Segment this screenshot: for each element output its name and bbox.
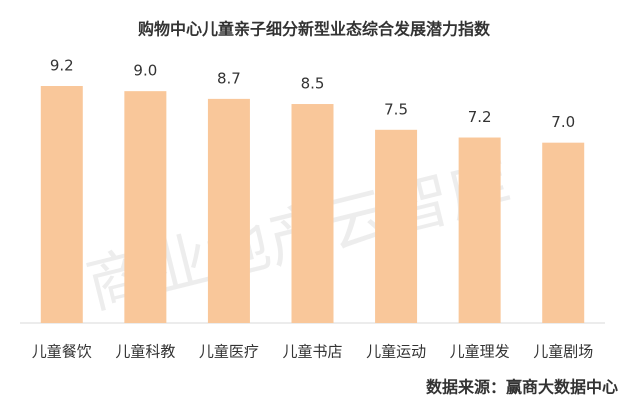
value-label: 9.0	[133, 62, 157, 80]
value-label: 7.2	[468, 108, 492, 126]
bar	[542, 142, 585, 323]
chart-title: 购物中心儿童亲子细分新型业态综合发展潜力指数	[138, 20, 491, 39]
value-label: 7.5	[384, 100, 408, 118]
x-tick-label: 儿童书店	[282, 343, 342, 361]
bar	[375, 129, 418, 323]
x-tick-label: 儿童医疗	[199, 343, 259, 361]
value-label: 7.0	[551, 113, 575, 131]
x-tick-label: 儿童剧场	[533, 343, 593, 361]
value-label: 8.5	[301, 75, 325, 93]
bar	[207, 98, 250, 323]
x-tick-label: 儿童科教	[115, 343, 175, 361]
bar	[40, 86, 83, 323]
x-tick-label: 儿童运动	[366, 343, 426, 361]
bar	[291, 104, 334, 323]
value-label: 8.7	[217, 69, 241, 87]
value-label: 9.2	[50, 57, 74, 75]
x-tick-label: 儿童餐饮	[32, 343, 92, 361]
x-tick-label: 儿童理发	[450, 343, 510, 361]
bar	[124, 91, 167, 323]
source-note: 数据来源：赢商大数据中心	[426, 378, 618, 397]
bar	[458, 137, 501, 323]
